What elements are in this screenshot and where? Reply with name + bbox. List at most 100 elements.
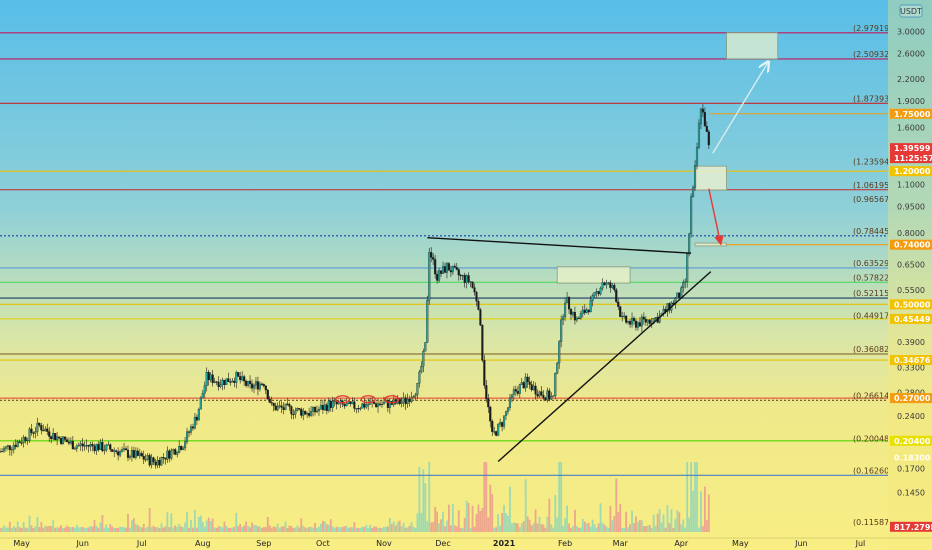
candle-body bbox=[126, 449, 130, 458]
volume-bar bbox=[418, 467, 421, 532]
volume-bar bbox=[241, 527, 244, 532]
candle-body bbox=[520, 382, 523, 385]
volume-bar bbox=[60, 525, 62, 532]
volume-bar bbox=[516, 523, 519, 532]
price-tick-6: 1.1000 bbox=[897, 180, 925, 189]
volume-bar bbox=[668, 523, 671, 532]
candle-body bbox=[97, 444, 100, 450]
candle-body bbox=[388, 401, 391, 408]
candle-body bbox=[75, 445, 78, 449]
volume-bar bbox=[331, 526, 334, 532]
candle-body bbox=[315, 410, 319, 413]
time-axis[interactable]: May Jun Jul Aug Sep Oct Nov Dec 2021 Feb Mar Apr May… bbox=[13, 539, 865, 548]
volume-bars bbox=[0, 462, 710, 532]
plot-area[interactable]: (2.97919) (2.50932) (1.87393) (1.23594) (1.0… bbox=[0, 24, 892, 532]
candle-body bbox=[605, 282, 608, 286]
candle-body bbox=[217, 381, 220, 387]
volume-bar bbox=[627, 527, 629, 532]
price-tag-10 bbox=[890, 521, 932, 532]
volume-bar bbox=[359, 527, 362, 532]
volume-bar bbox=[257, 526, 259, 532]
trendlines[interactable] bbox=[427, 236, 712, 463]
volume-bar bbox=[160, 523, 163, 532]
candle-body bbox=[99, 442, 102, 450]
volume-bar bbox=[438, 523, 440, 532]
candle-body bbox=[644, 319, 647, 323]
volume-bar bbox=[589, 526, 592, 532]
volume-bar bbox=[243, 525, 246, 532]
volume-bar bbox=[300, 518, 303, 532]
volume-bar bbox=[239, 524, 242, 532]
volume-bar bbox=[603, 524, 606, 532]
volume-bar bbox=[552, 527, 555, 532]
volume-bar bbox=[95, 526, 98, 532]
candle-body bbox=[595, 291, 598, 293]
candle-body bbox=[634, 320, 638, 328]
zone-2 bbox=[556, 266, 631, 284]
candle-body bbox=[331, 401, 334, 408]
volume-bar bbox=[146, 526, 149, 532]
volume-bar bbox=[178, 523, 181, 532]
candle-body bbox=[678, 292, 681, 298]
date-tick-1: Jun bbox=[75, 539, 89, 548]
candle-body bbox=[538, 391, 541, 397]
candle-body bbox=[552, 395, 555, 397]
candle-body bbox=[77, 444, 80, 447]
volume-bar bbox=[455, 526, 458, 532]
volume-bar bbox=[481, 508, 484, 532]
volume-bar bbox=[201, 521, 204, 532]
volume-bar bbox=[386, 526, 389, 532]
volume-bar bbox=[532, 523, 535, 532]
candle-body bbox=[124, 448, 128, 451]
volume-bar bbox=[548, 498, 551, 532]
volume-bar bbox=[621, 527, 624, 532]
volume-bar bbox=[229, 527, 232, 532]
fib-label-11: (0.36082) bbox=[853, 345, 892, 354]
volume-bar bbox=[32, 527, 35, 532]
candle-body bbox=[351, 401, 354, 404]
candle-body bbox=[250, 383, 254, 389]
candle-body bbox=[111, 449, 114, 452]
volume-bar bbox=[611, 520, 614, 532]
candle-body bbox=[109, 444, 112, 450]
candle-body bbox=[654, 317, 657, 319]
volume-bar bbox=[377, 527, 379, 532]
currency-badge[interactable]: USDT bbox=[899, 4, 923, 18]
volume-bar bbox=[20, 527, 23, 532]
fib-label-10: (0.44917) bbox=[853, 312, 892, 321]
volume-bar bbox=[162, 527, 165, 532]
price-tag-label-9: 0.18300 bbox=[894, 453, 931, 462]
candle-body bbox=[306, 413, 309, 415]
volume-bar bbox=[123, 527, 125, 532]
price-tick-15: 0.2400 bbox=[897, 412, 925, 421]
candle-body bbox=[67, 441, 70, 444]
volume-bar bbox=[503, 504, 505, 532]
candle-body bbox=[325, 404, 328, 411]
volume-bar bbox=[524, 479, 527, 532]
volume-bar bbox=[385, 526, 387, 532]
volume-bar bbox=[625, 511, 628, 532]
volume-bar bbox=[581, 518, 584, 532]
candle-body bbox=[378, 403, 382, 405]
volume-bar bbox=[491, 494, 494, 532]
candle-body bbox=[564, 302, 567, 317]
volume-bar bbox=[501, 513, 503, 532]
candle-body bbox=[420, 366, 423, 373]
circle-marker-2 bbox=[384, 395, 400, 404]
volume-bar bbox=[166, 512, 169, 532]
candle-body bbox=[71, 441, 74, 450]
volume-bar bbox=[676, 510, 679, 532]
volume-bar bbox=[505, 513, 507, 532]
volume-bar bbox=[404, 527, 407, 532]
volume-bar bbox=[156, 527, 159, 532]
candle-body bbox=[497, 423, 500, 436]
volume-bar bbox=[296, 525, 299, 532]
candle-body bbox=[150, 457, 153, 466]
candle-body bbox=[695, 147, 699, 166]
volume-bar bbox=[353, 522, 356, 532]
candle-body bbox=[73, 448, 76, 450]
candle-body bbox=[556, 362, 559, 374]
candle-body bbox=[38, 422, 41, 426]
candle-body bbox=[699, 108, 702, 124]
